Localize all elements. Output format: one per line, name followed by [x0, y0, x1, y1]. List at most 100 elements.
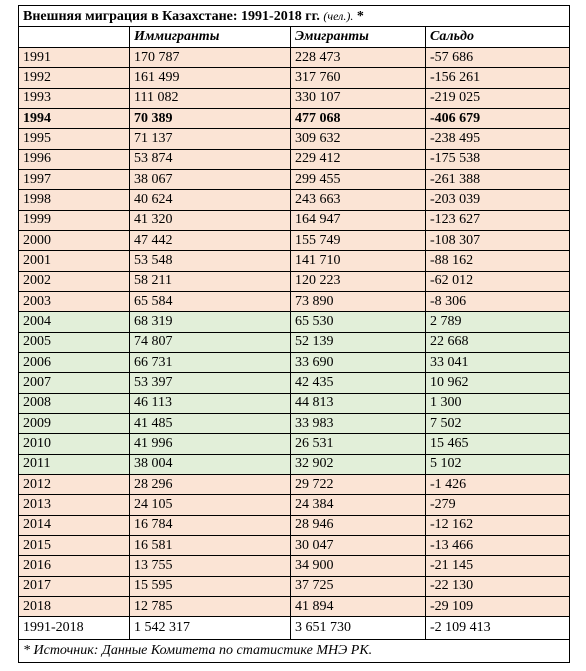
cell: 299 455 — [290, 168, 426, 191]
footnote-row: * Источник: Данные Комитета по статистик… — [17, 639, 571, 664]
cell: 1995 — [18, 128, 130, 150]
title-row: Внешняя миграция в Казахстане: 1991-2018… — [17, 5, 571, 27]
cell: 2013 — [18, 494, 130, 516]
data-row: 2006 66 731 33 690 33 041 — [18, 351, 571, 374]
cell: 155 749 — [290, 229, 426, 252]
cell: 65 584 — [129, 290, 291, 313]
cell: -238 495 — [424, 128, 571, 150]
cell: 164 947 — [290, 209, 426, 231]
data-row: 2009 41 485 33 983 7 502 — [18, 412, 571, 435]
cell: 15 595 — [129, 575, 291, 597]
cell: 2018 — [18, 595, 130, 618]
data-row: 2002 58 211 120 223 -62 012 — [18, 270, 571, 292]
cell: 2016 — [18, 555, 130, 577]
cell: 5 102 — [424, 453, 571, 475]
cell: 2011 — [18, 453, 130, 475]
cell: 2004 — [18, 311, 130, 333]
cell: -1 426 — [424, 473, 571, 496]
cell: 2000 — [18, 229, 130, 252]
total-row: 1991-2018 1 542 317 3 651 730 -2 109 413 — [18, 616, 571, 641]
cell: -29 109 — [424, 595, 571, 618]
data-row: 2008 46 113 44 813 1 300 — [18, 392, 571, 414]
data-row: 2014 16 784 28 946 -12 162 — [18, 514, 571, 536]
cell: 41 996 — [129, 433, 291, 455]
cell: -13 466 — [424, 534, 571, 557]
cell: 1996 — [18, 148, 130, 170]
data-row: 2000 47 442 155 749 -108 307 — [18, 229, 571, 252]
header-cell: Сальдо — [424, 26, 571, 48]
table-body: Внешняя миграция в Казахстане: 1991-2018… — [17, 5, 571, 664]
cell: 2002 — [18, 270, 130, 292]
data-row: 1999 41 320 164 947 -123 627 — [18, 209, 571, 231]
cell: 141 710 — [290, 250, 426, 272]
data-row: 2004 68 319 65 530 2 789 — [18, 311, 571, 333]
cell: 2014 — [18, 514, 130, 536]
cell: 71 137 — [129, 128, 291, 150]
cell: 7 502 — [424, 412, 571, 435]
cell: -219 025 — [424, 87, 571, 109]
data-row: 1997 38 067 299 455 -261 388 — [18, 168, 571, 191]
cell: 52 139 — [290, 331, 426, 353]
data-row: 1998 40 624 243 663 -203 039 — [18, 189, 571, 211]
data-row: 1995 71 137 309 632 -238 495 — [18, 128, 571, 150]
cell: 38 067 — [129, 168, 291, 191]
cell: 26 531 — [290, 433, 426, 455]
cell: 34 900 — [290, 555, 426, 577]
data-row: 2013 24 105 24 384 -279 — [18, 494, 571, 516]
footnote: * Источник: Данные Комитета по статистик… — [17, 639, 571, 664]
header-cell: Эмигранты — [290, 26, 426, 48]
cell: 330 107 — [290, 87, 426, 109]
cell: 2005 — [18, 331, 130, 353]
cell: 30 047 — [290, 534, 426, 557]
cell: 309 632 — [290, 128, 426, 150]
cell: 12 785 — [129, 595, 291, 618]
cell: 24 384 — [290, 494, 426, 516]
cell: 42 435 — [290, 372, 426, 394]
cell: 47 442 — [129, 229, 291, 252]
cell: 229 412 — [290, 148, 426, 170]
cell: 53 397 — [129, 372, 291, 394]
cell: 46 113 — [129, 392, 291, 414]
cell: 1993 — [18, 87, 130, 109]
cell: 1992 — [18, 67, 130, 89]
header-row: Иммигранты Эмигранты Сальдо — [18, 26, 571, 48]
cell: 44 813 — [290, 392, 426, 414]
cell: 13 755 — [129, 555, 291, 577]
cell: 28 296 — [129, 473, 291, 496]
data-row: 2012 28 296 29 722 -1 426 — [18, 473, 571, 496]
cell: 10 962 — [424, 372, 571, 394]
cell: 2015 — [18, 534, 130, 557]
cell: -156 261 — [424, 67, 571, 89]
cell: 65 530 — [290, 311, 426, 333]
cell: 120 223 — [290, 270, 426, 292]
cell: 33 690 — [290, 351, 426, 374]
cell: 2012 — [18, 473, 130, 496]
total-cell: -2 109 413 — [424, 616, 571, 641]
data-row: 2005 74 807 52 139 22 668 — [18, 331, 571, 353]
cell: 228 473 — [290, 46, 426, 69]
data-row: 1991 170 787 228 473 -57 686 — [18, 46, 571, 69]
cell: 53 548 — [129, 250, 291, 272]
cell: 2001 — [18, 250, 130, 272]
cell: 2003 — [18, 290, 130, 313]
cell: 68 319 — [129, 311, 291, 333]
cell: 1998 — [18, 189, 130, 211]
cell: 243 663 — [290, 189, 426, 211]
cell: 161 499 — [129, 67, 291, 89]
cell: 1997 — [18, 168, 130, 191]
cell: -406 679 — [424, 107, 571, 130]
title-cell: Внешняя миграция в Казахстане: 1991-2018… — [17, 5, 571, 27]
cell: 1999 — [18, 209, 130, 231]
data-row: 1994 70 389 477 068 -406 679 — [18, 107, 571, 130]
cell: 2009 — [18, 412, 130, 435]
cell: -279 — [424, 494, 571, 516]
cell: 2006 — [18, 351, 130, 374]
cell: 41 485 — [129, 412, 291, 435]
cell: -108 307 — [424, 229, 571, 252]
unit: (чел.). — [323, 8, 354, 23]
cell: 40 624 — [129, 189, 291, 211]
data-row: 2015 16 581 30 047 -13 466 — [18, 534, 571, 557]
cell: 38 004 — [129, 453, 291, 475]
data-row: 2007 53 397 42 435 10 962 — [18, 372, 571, 394]
